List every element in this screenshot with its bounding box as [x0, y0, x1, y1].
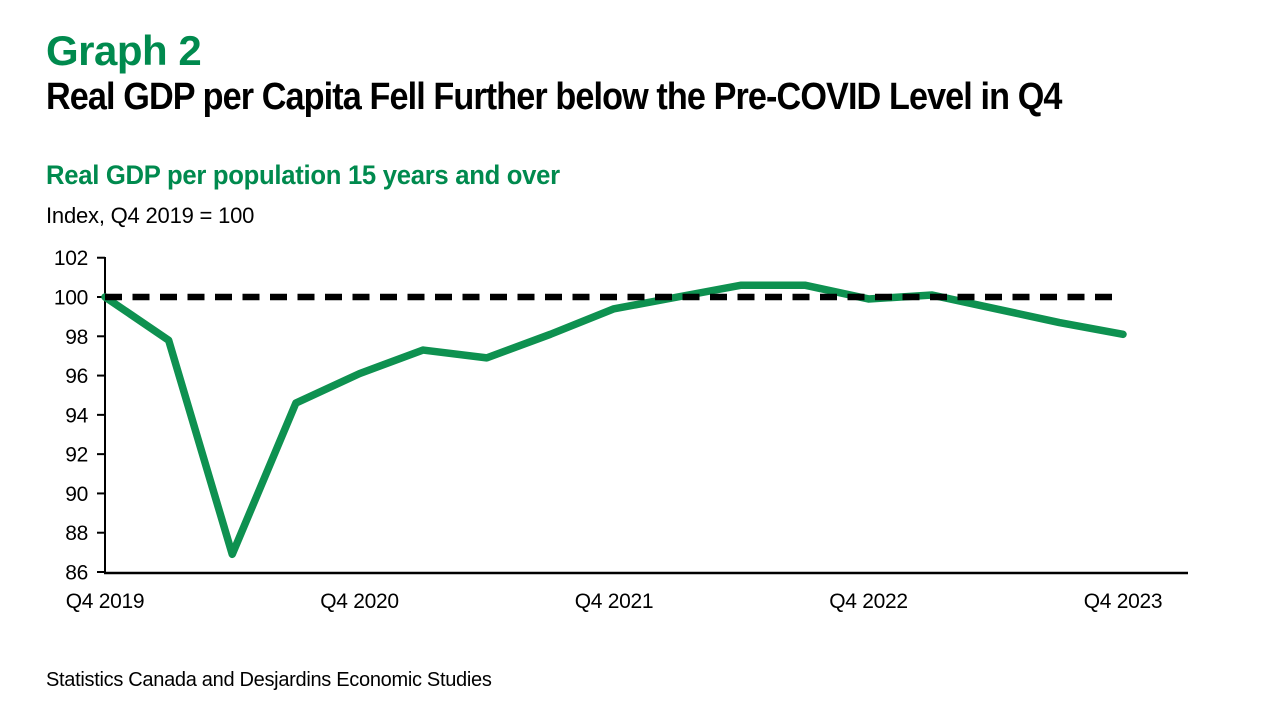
y-axis-tick-label: 88 [65, 522, 88, 545]
source-note: Statistics Canada and Desjardins Economi… [46, 669, 492, 691]
x-axis-tick-label: Q4 2021 [575, 590, 653, 613]
y-axis-tick-label: 100 [54, 287, 88, 310]
y-axis-tick-label: 86 [65, 562, 88, 585]
x-axis-tick-label: Q4 2022 [829, 590, 907, 613]
y-axis-tick-label: 92 [65, 444, 88, 467]
y-axis-tick-label: 102 [54, 247, 88, 270]
graph-number-label: Graph 2 [46, 27, 202, 74]
y-axis-tick-label: 96 [65, 365, 88, 388]
y-axis-tick-label: 94 [65, 404, 88, 427]
y-axis-tick-label: 98 [65, 326, 88, 349]
chart-main-title: Real GDP per Capita Fell Further below t… [46, 76, 1062, 118]
y-axis-tick-label: 90 [65, 483, 88, 506]
x-axis-tick-label: Q4 2020 [320, 590, 398, 613]
chart-subtitle: Real GDP per population 15 years and ove… [46, 160, 560, 190]
x-axis-tick-label: Q4 2019 [66, 590, 144, 613]
gdp-series-line [101, 281, 1127, 559]
axis-unit-note: Index, Q4 2019 = 100 [46, 203, 255, 228]
x-axis-tick-label: Q4 2023 [1084, 590, 1162, 613]
